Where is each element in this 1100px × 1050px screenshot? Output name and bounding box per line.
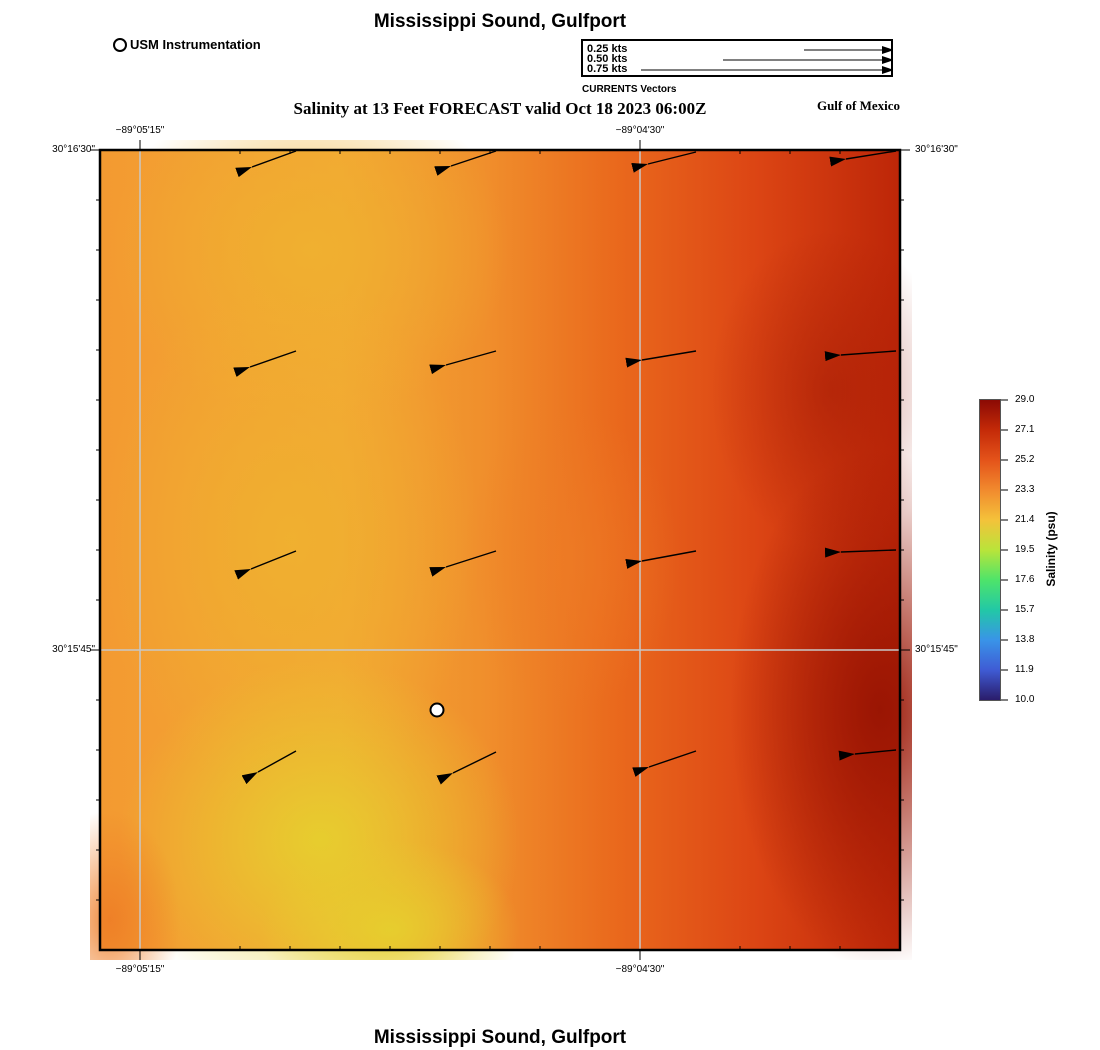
- lon-label-top: −89°05'15": [115, 125, 165, 136]
- colorbar-tick-label: 19.5: [1015, 544, 1035, 555]
- lat-label-right: 30°15'45": [915, 644, 958, 655]
- current-arrow: [824, 350, 897, 362]
- lat-label-left: 30°16'30": [52, 144, 95, 155]
- colorbar-ticks: [1001, 399, 1008, 701]
- current-arrow: [233, 350, 297, 377]
- colorbar-tick-label: 25.2: [1015, 454, 1035, 465]
- footer-title: Mississippi Sound, Gulfport: [373, 1027, 627, 1048]
- current-arrow: [824, 547, 897, 558]
- map-title: Mississippi Sound, Gulfport: [373, 11, 627, 32]
- vector-legend: 0.25 kts 0.50 kts 0.75 kts: [581, 39, 893, 77]
- vector-legend-arrows: [641, 46, 893, 74]
- current-arrow: [436, 751, 497, 785]
- current-arrow: [632, 750, 697, 777]
- colorbar-tick-label: 13.8: [1015, 634, 1035, 645]
- map-subtitle: Salinity at 13 Feet FORECAST valid Oct 1…: [293, 99, 707, 118]
- usm-station-marker: [429, 702, 445, 718]
- lat-label-right: 30°16'30": [915, 144, 958, 155]
- current-arrow: [429, 350, 497, 375]
- colorbar-title: Salinity (psu): [1044, 511, 1058, 587]
- colorbar-tick-label: 15.7: [1015, 604, 1035, 615]
- region-label: Gulf of Mexico: [816, 98, 900, 113]
- vector-legend-label: 0.25 kts: [587, 43, 628, 55]
- current-arrow: [625, 550, 697, 569]
- station-legend-label: USM Instrumentation: [130, 37, 261, 52]
- current-arrow: [625, 350, 697, 368]
- lat-label-left: 30°15'45": [52, 644, 95, 655]
- current-arrow: [235, 150, 297, 178]
- current-arrow: [234, 550, 297, 580]
- colorbar: [979, 399, 1001, 701]
- colorbar-tick-label: 23.3: [1015, 484, 1035, 495]
- current-arrow: [829, 150, 897, 167]
- salinity-map: [90, 140, 912, 960]
- current-vectors: [233, 150, 897, 785]
- current-arrow: [838, 749, 897, 761]
- colorbar-tick-label: 21.4: [1015, 514, 1035, 525]
- station-legend-marker-icon: [113, 38, 127, 52]
- map-frame: [98, 148, 902, 952]
- colorbar-tick-label: 11.9: [1015, 664, 1034, 675]
- lon-label-bottom: −89°05'15": [115, 964, 165, 975]
- current-arrow: [434, 150, 497, 176]
- vector-legend-label: 0.50 kts: [587, 53, 628, 65]
- lon-label-bottom: −89°04'30": [615, 964, 665, 975]
- colorbar-tick-label: 17.6: [1015, 574, 1035, 585]
- vector-legend-caption: CURRENTS Vectors: [582, 84, 677, 95]
- colorbar-tick-label: 10.0: [1015, 694, 1035, 705]
- lon-label-top: −89°04'30": [615, 125, 665, 136]
- graticule: [100, 150, 900, 950]
- current-arrow: [429, 550, 497, 577]
- colorbar-tick-label: 29.0: [1015, 394, 1035, 405]
- current-arrow: [241, 750, 297, 785]
- colorbar-tick-label: 27.1: [1015, 424, 1035, 435]
- current-arrow: [631, 151, 697, 173]
- vector-legend-label: 0.75 kts: [587, 63, 628, 75]
